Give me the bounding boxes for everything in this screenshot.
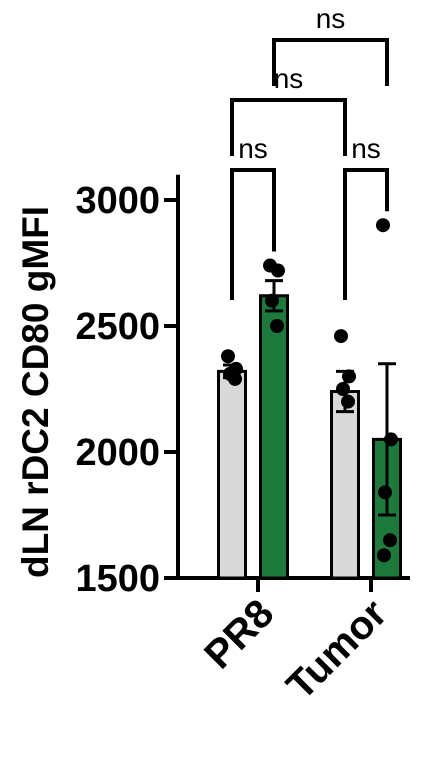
significance-label-2: ns — [274, 63, 304, 94]
data-point — [341, 394, 355, 409]
y-tick-label-1: 2000 — [75, 432, 160, 474]
y-tick-label-0: 1500 — [75, 558, 160, 600]
significance-bracket-3 — [272, 38, 389, 86]
data-point — [383, 533, 397, 548]
data-point — [377, 548, 391, 563]
bar-s0-c0 — [217, 369, 247, 580]
y-axis-label: dLN rDC2 CD80 gMFI — [15, 206, 56, 578]
data-point — [221, 349, 235, 364]
y-tick-label-2: 2500 — [75, 306, 160, 348]
data-point — [265, 293, 279, 308]
significance-label-3: ns — [316, 3, 346, 34]
significance-bracket-2 — [230, 98, 347, 156]
y-tick-label-3: 3000 — [75, 180, 160, 222]
data-point — [336, 382, 350, 396]
bar-s1-c0 — [259, 294, 289, 580]
category-label-tumor: Tumor — [278, 591, 395, 708]
data-point — [378, 485, 392, 500]
data-point — [342, 369, 356, 384]
data-point — [334, 329, 348, 344]
data-point — [271, 263, 285, 278]
data-point — [228, 371, 242, 386]
significance-label-0: ns — [238, 133, 268, 164]
category-label-pr8: PR8 — [196, 591, 282, 677]
significance-label-1: ns — [351, 133, 381, 164]
data-point — [270, 319, 284, 333]
significance-bracket-1 — [343, 168, 389, 300]
significance-bracket-0 — [230, 168, 276, 300]
data-point — [384, 432, 398, 447]
data-point — [376, 218, 390, 233]
bar-s0-c1 — [330, 390, 360, 580]
